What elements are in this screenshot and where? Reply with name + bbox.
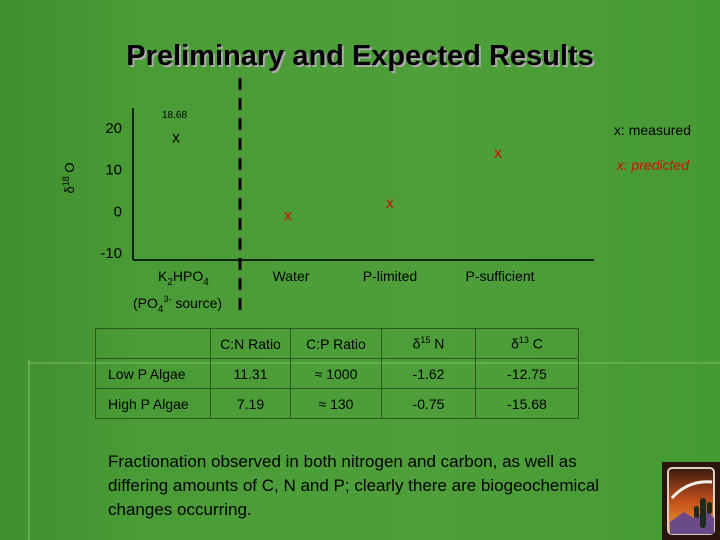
results-chart: δ18 O 20 10 0 -10 18.68 x: measured x: pred… [61,78,691,318]
table-cell: -1.62 [381,358,476,389]
measured-point: x [172,130,180,147]
summary-text: Fractionation observed in both nitrogen … [108,452,600,519]
table-header-cell [95,328,211,359]
decorative-frame-line [28,360,30,540]
x-tick-label: Water [273,268,310,284]
y-tick-label: 10 [105,162,122,179]
table-header-cell: δ15 N [381,328,476,359]
table-header-cell: C:N Ratio [210,328,291,359]
y-tick-label: -10 [100,245,122,262]
table-row: High P Algae 7.19 ≈ 130 -0.75 -15.68 [95,388,579,419]
x-tick-label: P-sufficient [466,268,535,284]
legend-measured: x: measured [614,122,691,138]
x-tick-note: (PO43- source) [133,294,222,315]
table-cell: ≈ 1000 [290,358,382,389]
y-axis-label-sup: 18 [61,176,71,186]
table-cell: -15.68 [475,388,579,419]
desert-cactus-logo-icon [662,462,720,540]
table-header-row: C:N Ratio C:P Ratio δ15 N δ13 C [95,328,579,359]
y-axis-label: δ18 O [61,163,77,194]
predicted-point: x [386,195,394,212]
table-row: Low P Algae 11.31 ≈ 1000 -1.62 -12.75 [95,358,579,389]
x-tick-label-k2hpo4: K2HPO4 [158,268,209,288]
top-value-label: 18.68 [162,110,187,121]
y-tick-label: 0 [114,203,122,220]
x-tick-label: P-limited [363,268,417,284]
table-cell: -12.75 [475,358,579,389]
table-cell: ≈ 130 [290,388,382,419]
table-row-label: Low P Algae [95,358,211,389]
table-row-label: High P Algae [95,388,211,419]
table-header-cell: δ13 C [475,328,579,359]
legend-predicted: x: predicted [616,157,691,173]
y-tick-label: 20 [105,120,122,137]
table-cell: 7.19 [210,388,291,419]
y-axis-label-main: δ [62,186,77,193]
predicted-point: x [494,145,502,162]
table-cell: 11.31 [210,358,291,389]
predicted-point: x [284,207,292,224]
y-axis-label-tail: O [62,163,77,177]
results-table: C:N Ratio C:P Ratio δ15 N δ13 C Low P Al… [95,328,579,419]
table-header-cell: C:P Ratio [290,328,382,359]
table-cell: -0.75 [381,388,476,419]
slide-title: Preliminary and Expected Results [126,40,594,72]
